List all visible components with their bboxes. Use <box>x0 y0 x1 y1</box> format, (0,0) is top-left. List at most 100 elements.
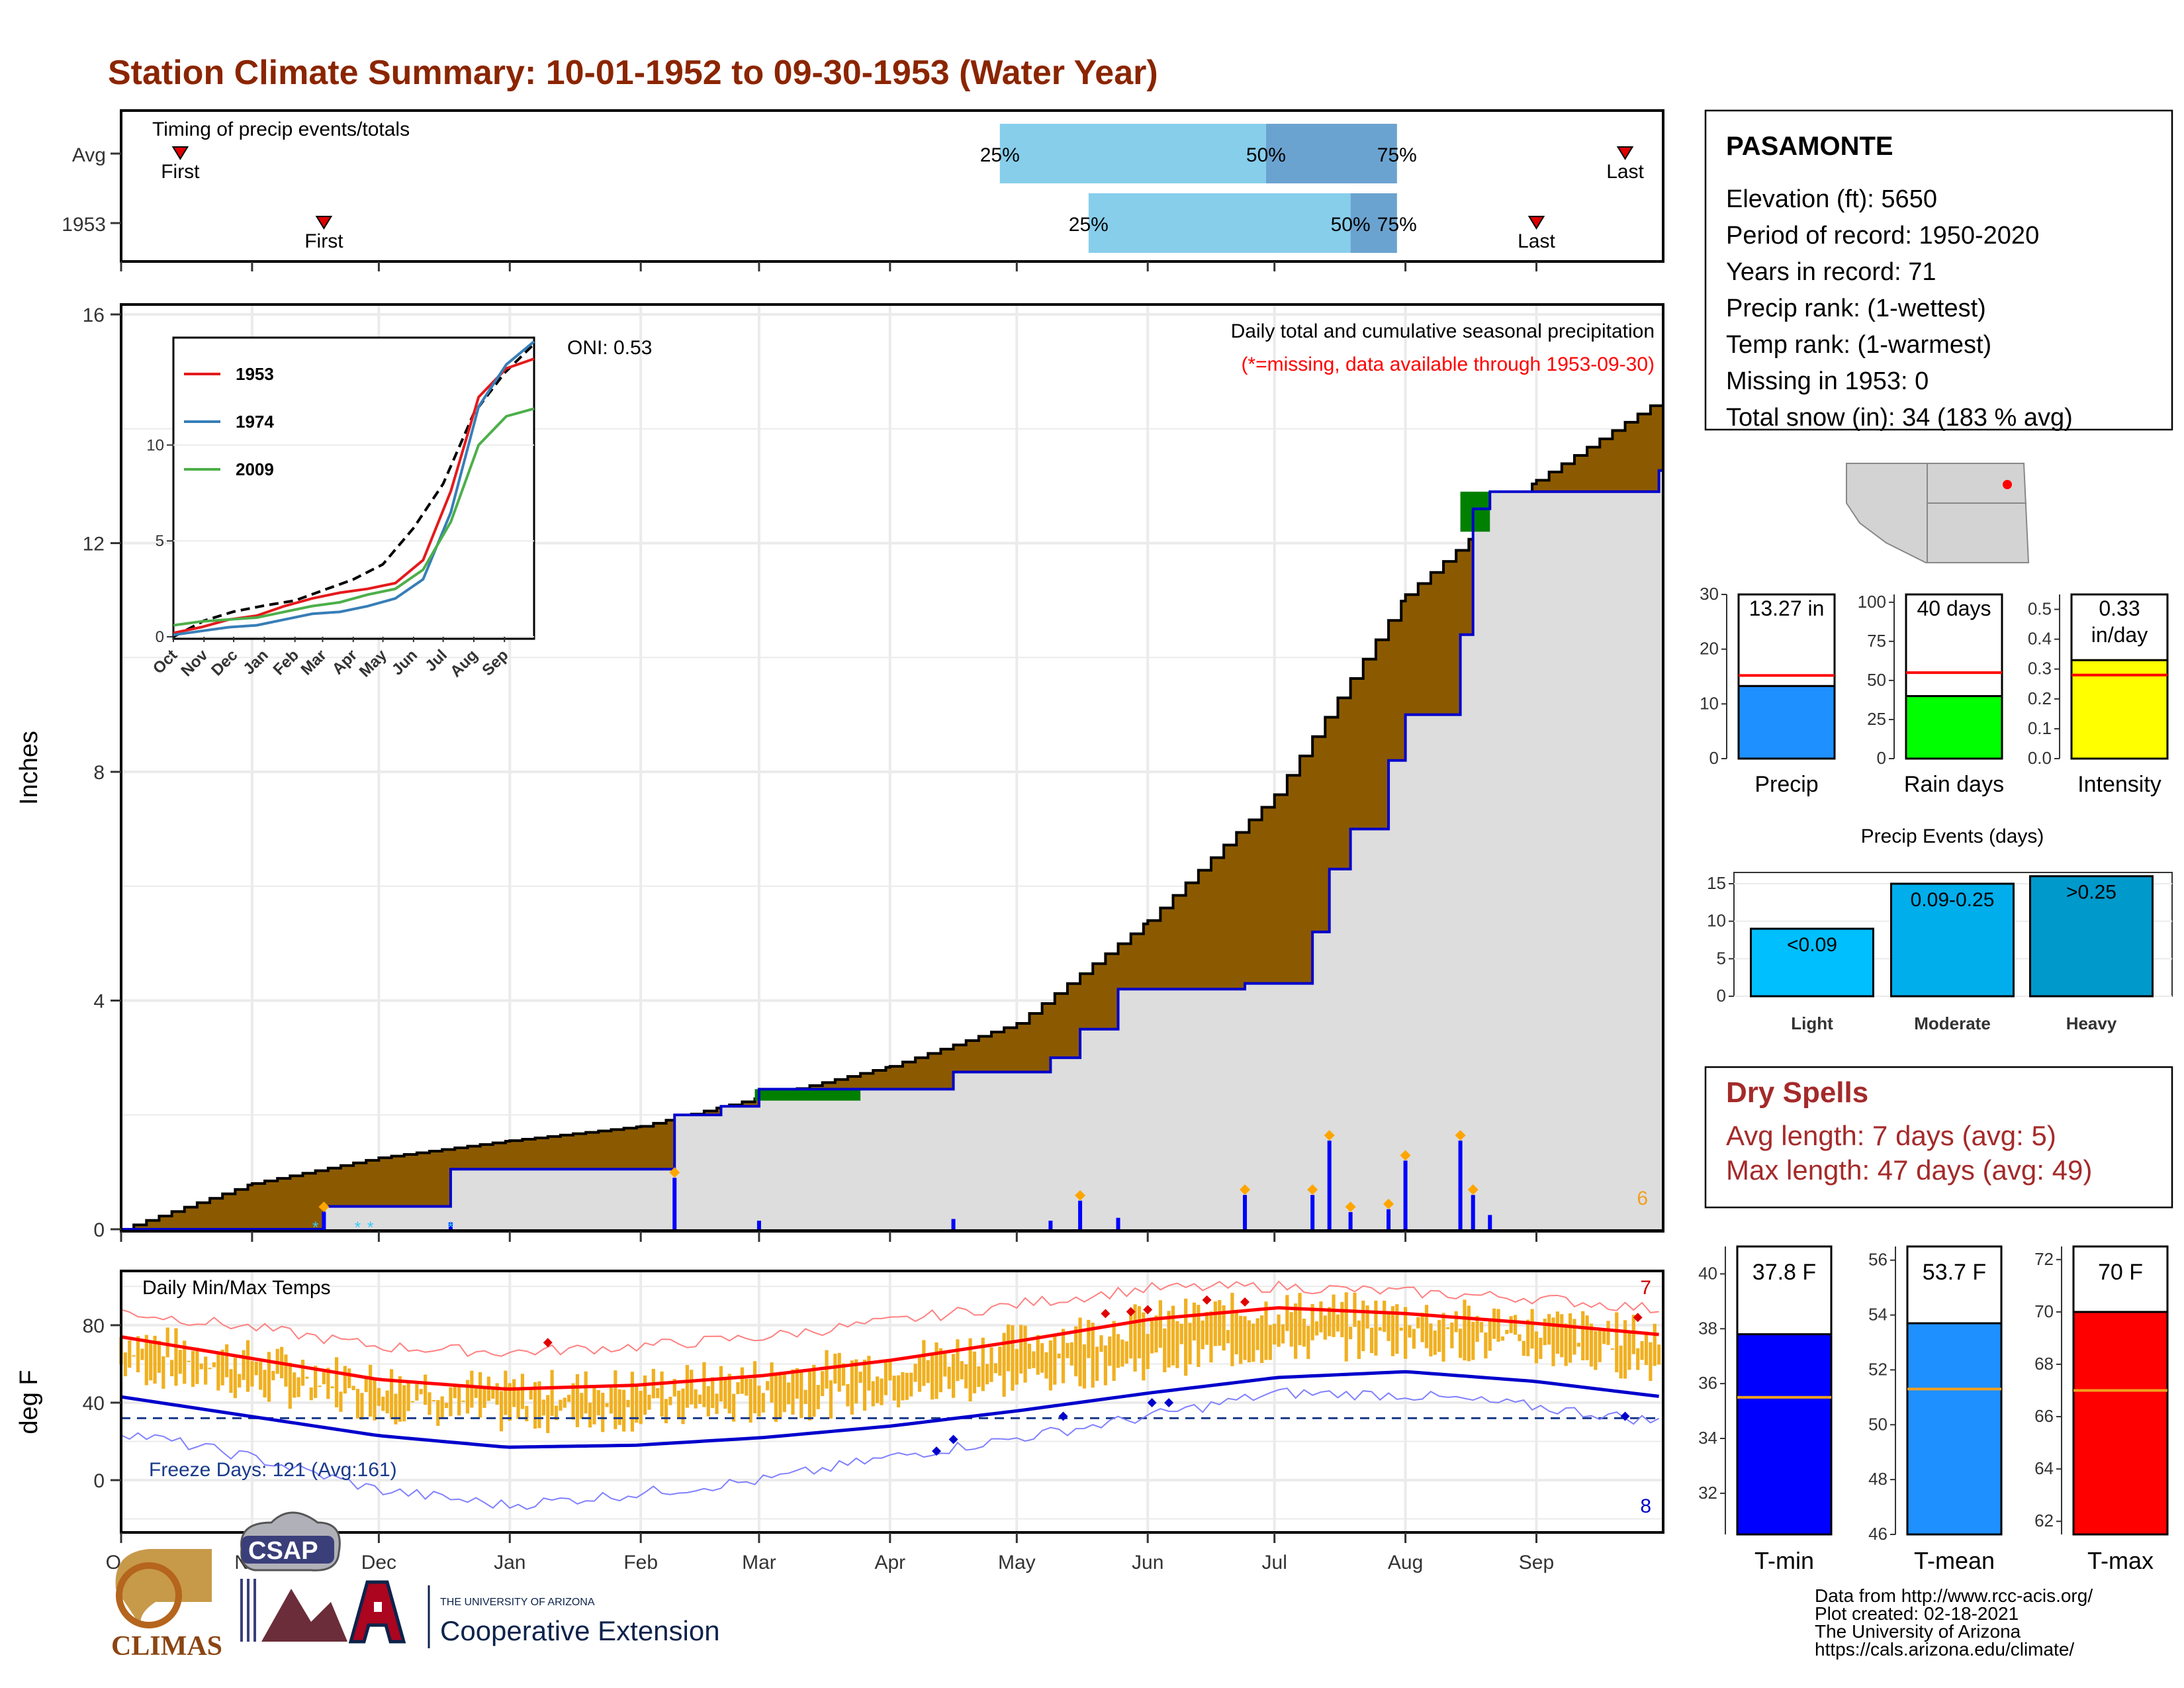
oni-label: ONI: 0.53 <box>567 337 652 359</box>
snow-day-marker: * <box>447 1219 453 1237</box>
temp-x-tick-label: Feb <box>623 1552 658 1573</box>
daily-temp-bar <box>1454 1311 1458 1333</box>
daily-temp-bar <box>922 1340 926 1386</box>
summary-y-tick-label: 0.3 <box>2028 659 2052 679</box>
temp-summary-y-tick-label: 46 <box>1868 1524 1888 1544</box>
daily-precip-bar <box>672 1178 677 1229</box>
temp-x-tick-label: Jul <box>1262 1552 1287 1573</box>
daily-temp-bar <box>1188 1323 1192 1365</box>
daily-temp-bar <box>774 1372 778 1422</box>
timing-first-label: First <box>304 230 343 252</box>
temp-y-label: deg F <box>15 1370 43 1434</box>
daily-temp-bar <box>170 1360 174 1377</box>
daily-temp-bar <box>1061 1329 1066 1383</box>
daily-temp-bar <box>296 1377 300 1397</box>
daily-temp-bar <box>829 1380 833 1419</box>
daily-precip-bar <box>951 1219 956 1229</box>
daily-temp-bar <box>444 1403 449 1409</box>
temp-series-line <box>120 1306 1659 1391</box>
timing-quartile-1-2 <box>999 124 1266 183</box>
timing-p25-label: 25% <box>1069 214 1109 236</box>
daily-temp-bar <box>1129 1314 1133 1359</box>
dry-spells-max: Max length: 47 days (avg: 49) <box>1726 1154 2092 1186</box>
temp-summary-box <box>1736 1245 1833 1336</box>
daily-temp-bar <box>520 1374 525 1409</box>
daily-temp-bar <box>931 1355 934 1400</box>
daily-temp-bar <box>1636 1348 1640 1370</box>
daily-temp-bar <box>938 1348 943 1393</box>
station-info-box: PASAMONTE Elevation (ft): 5650 Period of … <box>1704 109 2173 432</box>
daily-temp-bar <box>123 1352 127 1376</box>
summary-bar-box <box>1737 593 1836 687</box>
daily-temp-bar <box>1471 1321 1475 1360</box>
precip-y-tick-label: 16 <box>83 305 105 326</box>
snow-day-marker: * <box>312 1219 318 1237</box>
temp-summary-y-tick-label: 38 <box>1698 1318 1717 1338</box>
daily-temp-bar <box>533 1382 537 1429</box>
daily-temp-bar <box>224 1344 229 1378</box>
daily-temp-bar <box>550 1370 554 1416</box>
daily-temp-bar <box>1518 1334 1522 1342</box>
station-location-marker <box>2003 480 2012 489</box>
temp-summary-y-tick-label: 50 <box>1868 1414 1888 1434</box>
state-borders <box>1927 463 2026 563</box>
daily-temp-bar <box>263 1370 267 1398</box>
summary-bar-value: 40 days <box>1917 596 1991 620</box>
daily-temp-bar <box>1053 1334 1057 1385</box>
daily-temp-bar <box>926 1360 930 1383</box>
temp-count-bottom: 8 <box>1640 1495 1651 1517</box>
daily-temp-bar <box>1251 1323 1255 1362</box>
daily-temp-bar <box>690 1370 694 1405</box>
daily-temp-bar <box>647 1394 651 1410</box>
summary-bar-label: Intensity <box>2077 772 2161 797</box>
daily-temp-bar <box>1277 1314 1281 1347</box>
timing-p50-label: 50% <box>1331 214 1371 236</box>
daily-temp-bar <box>892 1376 896 1401</box>
daily-temp-bar <box>499 1391 504 1432</box>
daily-temp-bar <box>1040 1343 1044 1373</box>
timing-last-label: Last <box>1606 161 1644 183</box>
daily-temp-bar <box>204 1356 208 1385</box>
daily-temp-bar <box>1534 1331 1539 1364</box>
summary-bars: 13.27 in 0 10 20 30 Precip 40 days 0 25 50 75 100 Ra… <box>1700 584 2169 797</box>
daily-temp-bar <box>546 1395 550 1433</box>
snow-day-marker: * <box>355 1219 361 1237</box>
daily-temp-bar <box>985 1364 989 1385</box>
daily-temp-bar <box>998 1346 1002 1376</box>
daily-temp-bar <box>1631 1315 1635 1354</box>
daily-temp-bar <box>1323 1315 1327 1340</box>
daily-temp-bar <box>1091 1323 1095 1388</box>
summary-y-tick-label: 0.5 <box>2028 599 2052 619</box>
snow-day-marker: * <box>367 1219 373 1237</box>
summary-bar-value: 13.27 in <box>1749 596 1825 620</box>
daily-temp-bar <box>1513 1315 1518 1335</box>
daily-temp-bar <box>360 1393 364 1420</box>
temp-summary-y-tick-label: 68 <box>2034 1354 2054 1374</box>
timing-axis-ticks <box>120 261 1537 271</box>
daily-temp-bar <box>381 1396 385 1411</box>
temp-summary-y-tick-label: 66 <box>2034 1406 2054 1426</box>
daily-temp-bar <box>504 1370 508 1415</box>
daily-temp-bar <box>943 1353 947 1377</box>
record-temp-marker <box>1620 1411 1630 1421</box>
daily-temp-bar <box>1032 1351 1036 1368</box>
temp-panel: Daily Min/Max Temps Freeze Days: 121 (Av… <box>15 1270 1664 1573</box>
events-content: 0 5 10 15 <0.09 Light 0.09-0.25 Moderate >0.25 He… <box>1707 872 2173 1033</box>
temp-summary-y-tick-label: 62 <box>2034 1511 2054 1530</box>
daily-temp-bar <box>1184 1298 1188 1376</box>
daily-temp-bar <box>525 1405 529 1422</box>
daily-temp-bar <box>1319 1301 1323 1333</box>
daily-temp-bar <box>1163 1328 1167 1372</box>
precip-y-tick-label: 4 <box>93 991 105 1013</box>
daily-temp-bar <box>850 1360 854 1415</box>
daily-temp-bar <box>1095 1346 1099 1382</box>
daily-temp-bar <box>410 1401 415 1403</box>
daily-temp-bar <box>457 1384 461 1416</box>
summary-y-tick-label: 0.1 <box>2028 718 2052 738</box>
precip-y-tick-label: 12 <box>83 534 105 555</box>
daily-temp-bar <box>343 1366 347 1394</box>
daily-temp-bar <box>614 1370 617 1429</box>
daily-temp-bar <box>1496 1309 1500 1342</box>
credits: Data from http://www.rcc-acis.org/ Plot … <box>1815 1585 2093 1660</box>
daily-temp-bar <box>449 1387 453 1417</box>
